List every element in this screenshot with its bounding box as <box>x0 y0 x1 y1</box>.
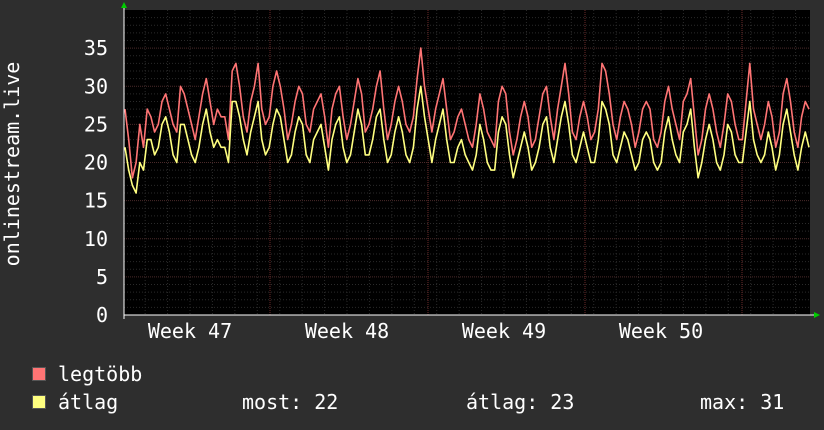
legend-item-avg: átlag <box>32 390 119 414</box>
stat-max: max: 31 <box>700 390 785 414</box>
chart: 0 5 10 15 20 25 30 35 Week 47 Week 48 Week 49 Week … <box>0 2 820 343</box>
y-tick-label: 25 <box>84 112 108 136</box>
x-tick-label: Week 48 <box>305 319 389 343</box>
stat-average: átlag: 23 <box>466 390 575 414</box>
series-line-max <box>124 47 810 179</box>
series-line-avg <box>124 85 810 194</box>
stat-current: most: 22 <box>242 390 339 414</box>
y-tick-label: 30 <box>84 74 108 98</box>
x-axis-arrow-icon <box>814 312 820 318</box>
legend-swatch-max <box>32 367 46 381</box>
y-axis-arrow-icon <box>121 2 127 8</box>
legend-item-max: legtöbb <box>32 362 143 386</box>
legend-label-max: legtöbb <box>58 362 143 386</box>
y-axis-label: onlinestream.live <box>0 62 24 267</box>
y-tick-label: 35 <box>84 36 108 60</box>
y-tick-label: 15 <box>84 189 108 213</box>
y-tick-label: 20 <box>84 151 108 175</box>
legend-label-avg: átlag <box>58 390 119 414</box>
y-tick-label: 5 <box>96 265 108 289</box>
x-tick-label: Week 50 <box>619 319 703 343</box>
x-tick-label: Week 49 <box>462 319 546 343</box>
legend-swatch-avg <box>32 395 46 409</box>
y-tick-label: 10 <box>84 227 108 251</box>
y-tick-label: 0 <box>96 303 108 327</box>
x-tick-label: Week 47 <box>148 319 232 343</box>
